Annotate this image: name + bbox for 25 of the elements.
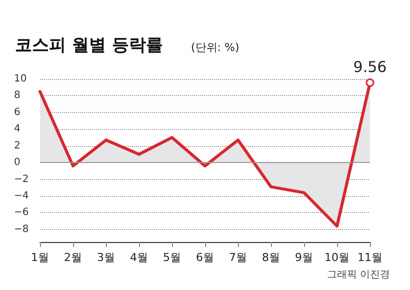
y-tick-label: 6: [14, 106, 20, 118]
x-tick-label: 4월: [130, 251, 148, 264]
x-tick-label: 9월: [295, 251, 313, 264]
x-tick-label: 3월: [97, 251, 115, 264]
x-tick-label: 2월: [64, 251, 82, 264]
y-tick-label: 8: [14, 90, 20, 102]
y-tick-label: 10: [14, 74, 27, 84]
chart-subtitle: (단위: %): [191, 41, 240, 54]
y-tick-label: 4: [14, 124, 20, 135]
y-tick-label: −4: [14, 190, 29, 202]
text: 그래픽 이진경: [326, 270, 390, 280]
y-tick-label: 0: [14, 157, 20, 168]
y-tick-label: −6: [14, 207, 29, 218]
x-tick-label: 7월: [229, 251, 247, 264]
x-tick-label: 11월: [358, 251, 382, 264]
chart-title: 코스피 월별 등락률: [15, 36, 163, 56]
x-tick-label: 5월: [163, 251, 181, 264]
x-tick-label: 1월: [31, 251, 49, 264]
x-tick-label: 8월: [262, 251, 280, 264]
y-tick-label: −8: [14, 224, 29, 235]
x-tick-label: 6월: [196, 251, 214, 264]
x-tick-label: 10월: [324, 251, 350, 264]
y-tick-label: 2: [14, 140, 20, 152]
data-label: 9.56: [353, 58, 387, 76]
y-tick-label: −2: [14, 174, 29, 185]
